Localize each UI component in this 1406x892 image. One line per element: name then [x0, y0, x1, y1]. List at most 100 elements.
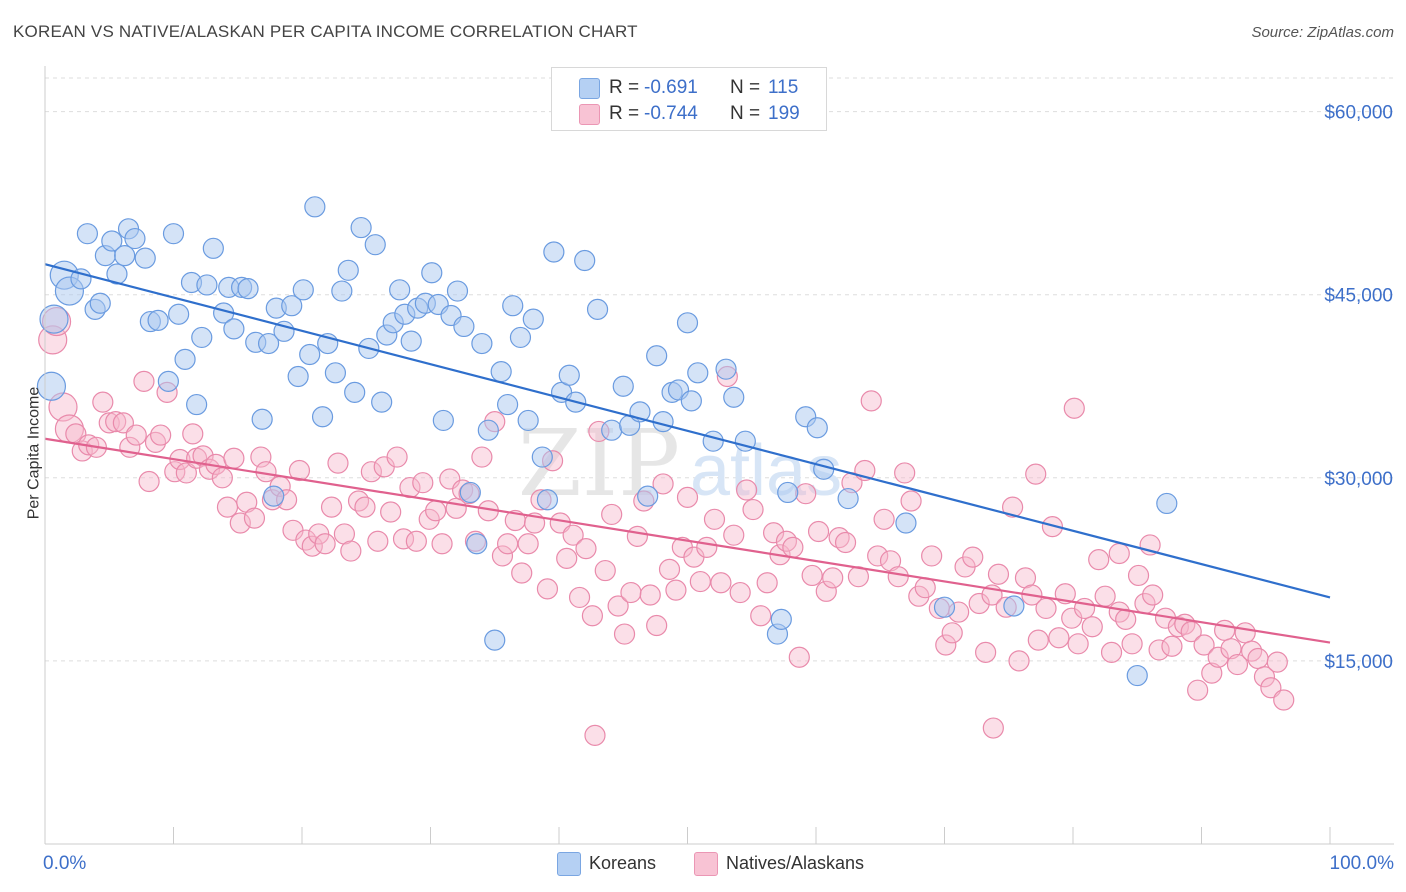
native-point: [750, 605, 772, 627]
korean-point: [364, 234, 386, 256]
native-point: [511, 562, 533, 584]
korean-point: [168, 303, 190, 325]
native-point: [125, 424, 147, 446]
korean-point: [806, 417, 828, 439]
bottom-swatch-koreans: [557, 852, 581, 876]
korean-point: [558, 364, 580, 386]
trend-lines: [44, 263, 1331, 644]
korean-point: [337, 259, 359, 281]
korean-point: [723, 386, 745, 408]
native-point: [1127, 564, 1150, 587]
korean-point: [237, 278, 259, 300]
native-point: [1234, 622, 1256, 644]
native-point: [575, 538, 597, 560]
legend-r-label: R =: [609, 77, 640, 98]
native-point: [935, 634, 957, 656]
korean-point: [39, 304, 69, 334]
native-point: [860, 390, 882, 412]
native-points: [38, 306, 1295, 746]
native-point: [1027, 629, 1049, 651]
native-point: [982, 717, 1004, 739]
korean-point: [612, 375, 634, 397]
korean-point: [509, 326, 532, 349]
native-point: [584, 724, 606, 746]
native-point: [1008, 650, 1030, 672]
korean-point: [837, 487, 859, 510]
native-point: [581, 605, 604, 627]
native-point: [696, 536, 718, 558]
native-point: [1121, 633, 1143, 655]
native-point: [822, 567, 844, 589]
korean-point: [453, 315, 475, 338]
x-tick-label: 0.0%: [43, 853, 86, 874]
native-point: [536, 578, 559, 600]
native-point: [192, 445, 214, 467]
native-point: [834, 531, 857, 554]
native-point: [1048, 627, 1070, 649]
korean-point: [273, 320, 295, 342]
korean-point: [76, 223, 99, 245]
korean-point: [331, 280, 353, 302]
native-point: [676, 486, 699, 508]
korean-point: [477, 419, 499, 441]
x-tick-label: 100.0%: [1330, 853, 1395, 874]
korean-point: [263, 485, 285, 507]
native-point: [639, 584, 661, 606]
native-point: [775, 530, 798, 552]
native-point: [1100, 641, 1123, 663]
korean-point: [101, 230, 123, 252]
native-point: [815, 580, 837, 602]
native-point: [150, 424, 172, 446]
native-point: [1193, 634, 1215, 656]
korean-point: [287, 365, 309, 388]
y-tick-label: $60,000: [1324, 103, 1393, 124]
korean-point: [459, 481, 481, 504]
korean-point: [715, 358, 737, 380]
native-point: [703, 508, 726, 530]
native-point: [301, 535, 323, 557]
korean-point: [191, 326, 213, 349]
korean-point: [933, 596, 956, 618]
native-point: [347, 490, 370, 512]
korean-point: [574, 249, 596, 272]
korean-point: [134, 247, 156, 269]
korean-point: [186, 393, 208, 416]
korean-point: [124, 227, 146, 250]
native-point: [987, 563, 1010, 585]
native-point: [229, 512, 251, 534]
korean-point: [702, 430, 724, 452]
korean-point: [637, 485, 659, 507]
native-point: [646, 614, 668, 637]
native-point: [652, 473, 674, 495]
korean-point: [490, 361, 512, 383]
korean-point: [157, 370, 179, 392]
native-point: [873, 508, 895, 530]
native-point: [568, 586, 591, 609]
native-point: [412, 472, 434, 494]
korean-point: [202, 237, 224, 259]
tick-labels: $15,000 $30,000 $45,000 $60,000 0.0% 100.0%: [43, 103, 1394, 874]
korean-point: [484, 629, 506, 651]
korean-point: [304, 196, 326, 218]
legend-r-value: -0.744: [644, 103, 698, 124]
native-point: [729, 581, 751, 604]
native-point: [182, 423, 204, 445]
korean-point: [531, 446, 553, 468]
korean-point: [389, 279, 411, 301]
korean-point: [543, 241, 565, 263]
native-point: [620, 581, 642, 604]
native-point: [223, 447, 245, 469]
native-point: [762, 522, 785, 544]
native-point: [431, 533, 453, 555]
native-point: [1214, 619, 1236, 641]
korean-point: [89, 292, 111, 314]
native-point: [1088, 548, 1110, 571]
native-point: [175, 462, 197, 484]
native-point: [491, 545, 514, 567]
korean-point: [1003, 595, 1025, 617]
native-point: [894, 462, 916, 484]
korean-point: [324, 362, 347, 384]
korean-point: [536, 489, 559, 511]
native-trend-line: [44, 437, 1331, 644]
native-point: [788, 646, 810, 668]
